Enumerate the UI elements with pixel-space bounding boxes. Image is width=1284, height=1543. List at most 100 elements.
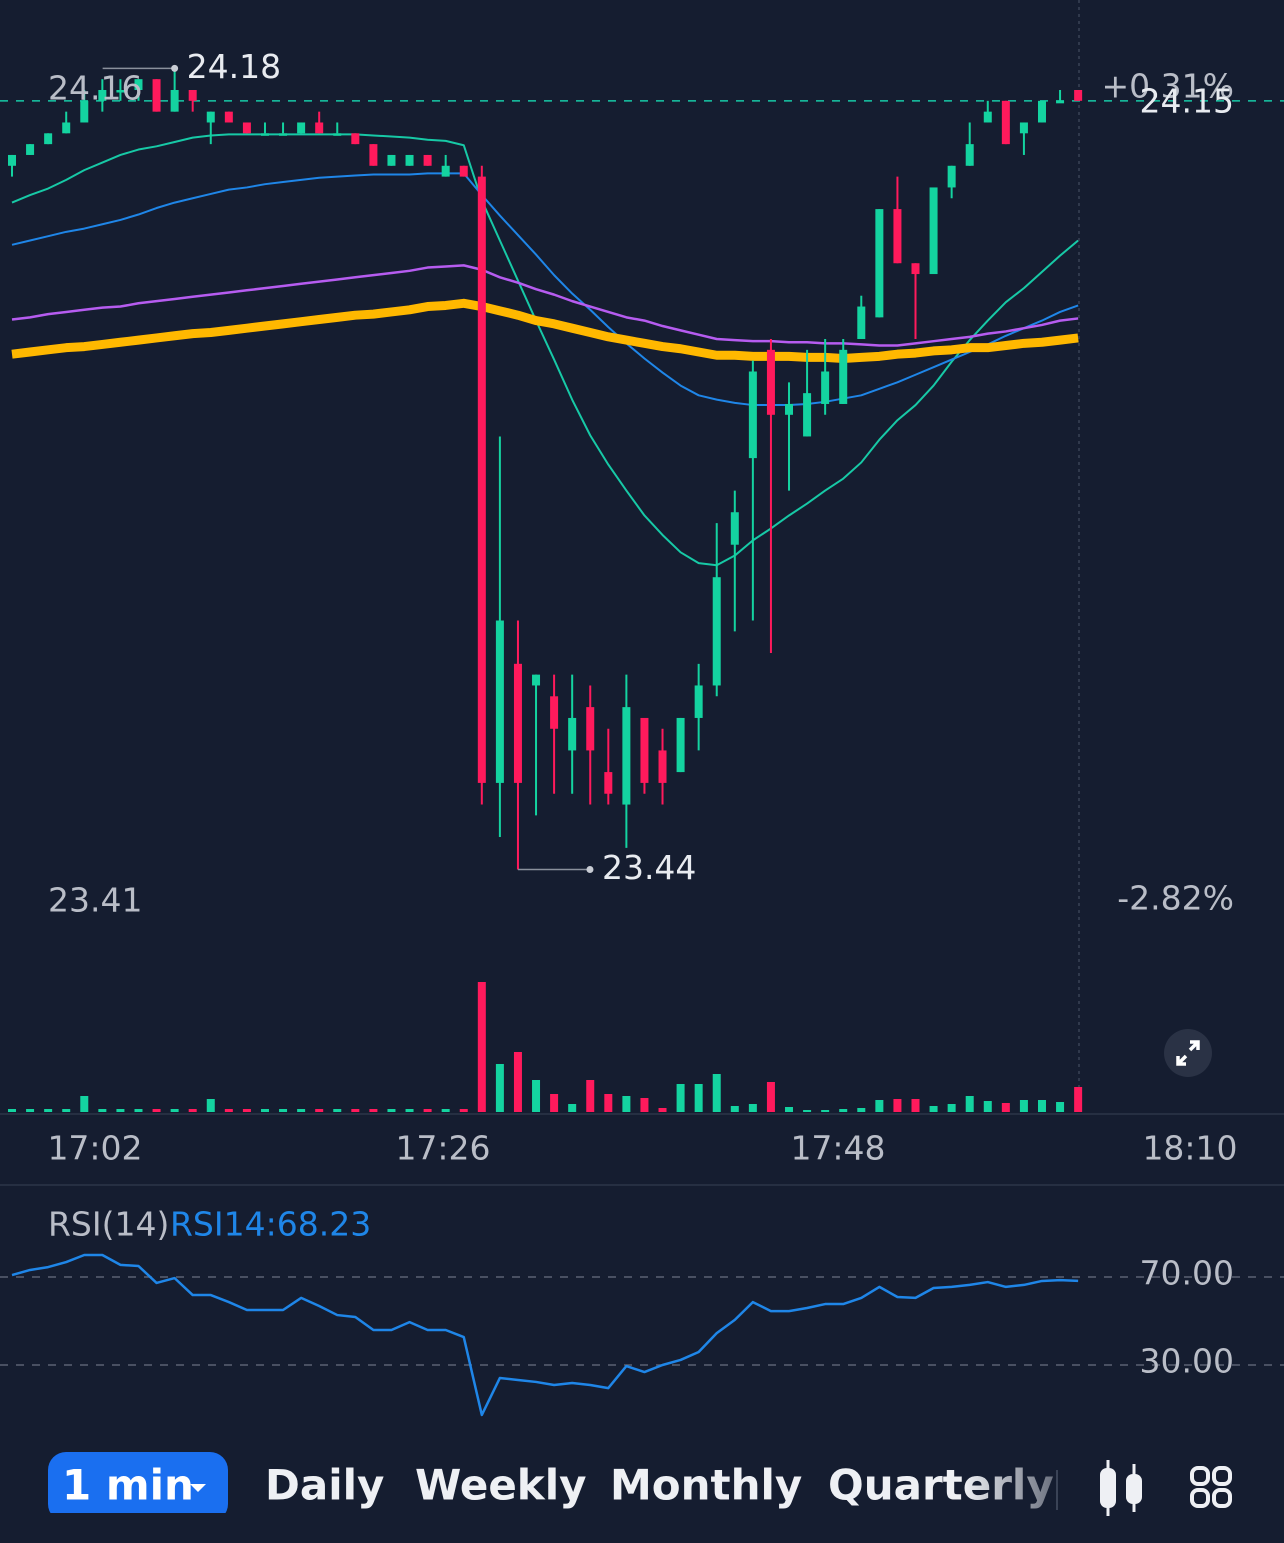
candle-body (983, 111, 992, 123)
candle-body (550, 696, 559, 729)
volume-bar (785, 1107, 794, 1112)
candle-body (947, 165, 956, 188)
volume-bar (857, 1108, 866, 1112)
volume-bar (8, 1109, 16, 1112)
interval-label[interactable]: 1 min (62, 1461, 194, 1510)
volume-bar (62, 1109, 71, 1112)
candle-body (658, 750, 667, 783)
rsi-line (11, 1253, 1079, 1417)
candle-body (351, 133, 360, 145)
ema-line (11, 298, 1079, 364)
volume-bar (80, 1096, 89, 1112)
volume-bar (423, 1109, 432, 1112)
candle-body (568, 717, 577, 751)
volume-bar (1037, 1100, 1046, 1112)
tab-quarterly[interactable]: Quarterly (828, 1461, 1054, 1510)
candle-body (1019, 122, 1028, 134)
candle-body (423, 154, 432, 166)
candle-body (532, 674, 541, 686)
volume-bar (459, 1109, 468, 1112)
candle-body (242, 122, 251, 134)
candle-body (98, 90, 107, 101)
volume-bar (116, 1109, 125, 1112)
volume-bar (260, 1109, 269, 1112)
volume-bar (983, 1101, 992, 1112)
tab-daily[interactable]: Daily (265, 1461, 384, 1510)
rsi-legend: RSI14:68.23 (170, 1205, 371, 1244)
chart-type-button[interactable] (1100, 1460, 1142, 1516)
volume-bar (44, 1109, 53, 1112)
candle-body (785, 403, 794, 415)
volume-bar (911, 1099, 920, 1112)
candle-body (369, 144, 378, 166)
x-tick-label: 17:02 (47, 1129, 142, 1168)
volume-bar (405, 1109, 414, 1112)
candle-body (622, 707, 631, 805)
volume-bar (242, 1109, 251, 1112)
volume-bar (134, 1109, 143, 1112)
candle-body (1037, 100, 1046, 123)
volume-bar (550, 1094, 559, 1112)
volume-bar (929, 1106, 938, 1112)
volume-bar (694, 1084, 703, 1112)
candle-body (1056, 100, 1065, 104)
candle-body (116, 90, 125, 93)
volume-bar (766, 1082, 775, 1112)
candle-body (1001, 100, 1010, 145)
volume-bar (965, 1096, 974, 1112)
expand-button[interactable] (1164, 1029, 1212, 1077)
candle-body (26, 144, 35, 155)
volume-bar (604, 1094, 613, 1112)
candle-body (441, 165, 450, 177)
candle-body (803, 393, 812, 437)
volume-bar (1056, 1102, 1065, 1112)
volume-bar (224, 1109, 233, 1112)
candle-body (694, 685, 703, 718)
menu-icon (1212, 1466, 1232, 1486)
volume-bar (513, 1052, 522, 1112)
candle-body (965, 144, 974, 166)
candle-body (640, 717, 649, 783)
volume-bar (658, 1108, 667, 1112)
interval-button[interactable] (48, 1452, 228, 1522)
volume-bar (875, 1100, 884, 1112)
tab-monthly[interactable]: Monthly (610, 1461, 802, 1510)
y-tick-label: 30.00 (1140, 1342, 1234, 1381)
candle-body (206, 111, 215, 123)
menu-button[interactable] (1190, 1466, 1232, 1508)
volume-bar (1074, 1087, 1083, 1112)
volume-bar (893, 1099, 902, 1112)
volume-bar (568, 1104, 577, 1112)
volume-bar (188, 1109, 197, 1112)
candle-body (333, 133, 342, 136)
y-tick-label: 23.41 (48, 881, 142, 920)
tab-weekly[interactable]: Weekly (415, 1461, 587, 1510)
candle-body (80, 100, 89, 123)
candle-body (676, 717, 685, 773)
menu-icon (1212, 1488, 1232, 1508)
volume-bar (947, 1104, 956, 1112)
x-tick-label: 17:48 (790, 1129, 885, 1168)
min-label: 23.44 (602, 848, 696, 887)
volume-bar (640, 1098, 649, 1112)
candle-body (730, 512, 739, 545)
candle-body (893, 209, 902, 264)
candle-body (477, 176, 486, 783)
ema-line (11, 172, 1079, 407)
volume-bar (803, 1110, 812, 1112)
candle-body (495, 620, 504, 783)
menu-icon (1190, 1466, 1210, 1486)
candle-body (766, 349, 775, 415)
candle-body (459, 165, 468, 177)
x-tick-label: 18:10 (1142, 1129, 1237, 1168)
volume-bar (730, 1106, 739, 1112)
volume-bar (206, 1099, 215, 1112)
volume-bar (712, 1074, 721, 1112)
volume-bar (676, 1084, 685, 1112)
volume-bar (315, 1109, 324, 1112)
volume-bar (351, 1109, 360, 1112)
candle-body (821, 371, 830, 404)
volume-bar (748, 1104, 757, 1112)
candle-body (188, 90, 197, 101)
